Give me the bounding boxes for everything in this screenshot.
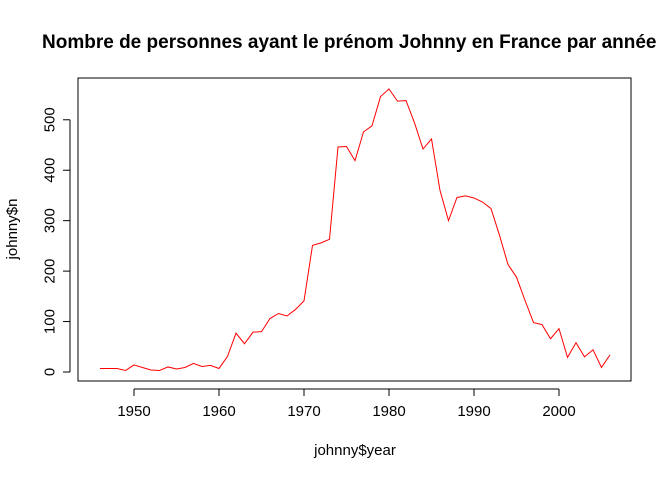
x-tick-label: 1960: [202, 403, 235, 420]
y-tick-label: 300: [42, 208, 59, 233]
x-axis-label: johnny$year: [313, 442, 396, 459]
chart-title: Nombre de personnes ayant le prénom John…: [42, 32, 657, 53]
series-line-0: [100, 88, 611, 372]
x-tick-label: 1950: [117, 403, 150, 420]
y-axis-label: johnny$n: [4, 199, 21, 261]
y-tick-label: 400: [42, 158, 59, 183]
plot-frame: [77, 77, 632, 382]
x-tick-label: 2000: [542, 403, 575, 420]
series-group: [100, 88, 611, 372]
x-tick-label: 1990: [457, 403, 490, 420]
x-tick-label: 1980: [372, 403, 405, 420]
y-tick-label: 0: [42, 368, 59, 376]
y-tick-label: 200: [42, 259, 59, 284]
y-axis: 0 100 200 300 400 500: [42, 107, 71, 376]
y-tick-label: 100: [42, 309, 59, 334]
x-axis: 1950 1960 1970 1980 1990 2000: [117, 388, 576, 420]
y-tick-label: 500: [42, 107, 59, 132]
x-tick-label: 1970: [287, 403, 320, 420]
